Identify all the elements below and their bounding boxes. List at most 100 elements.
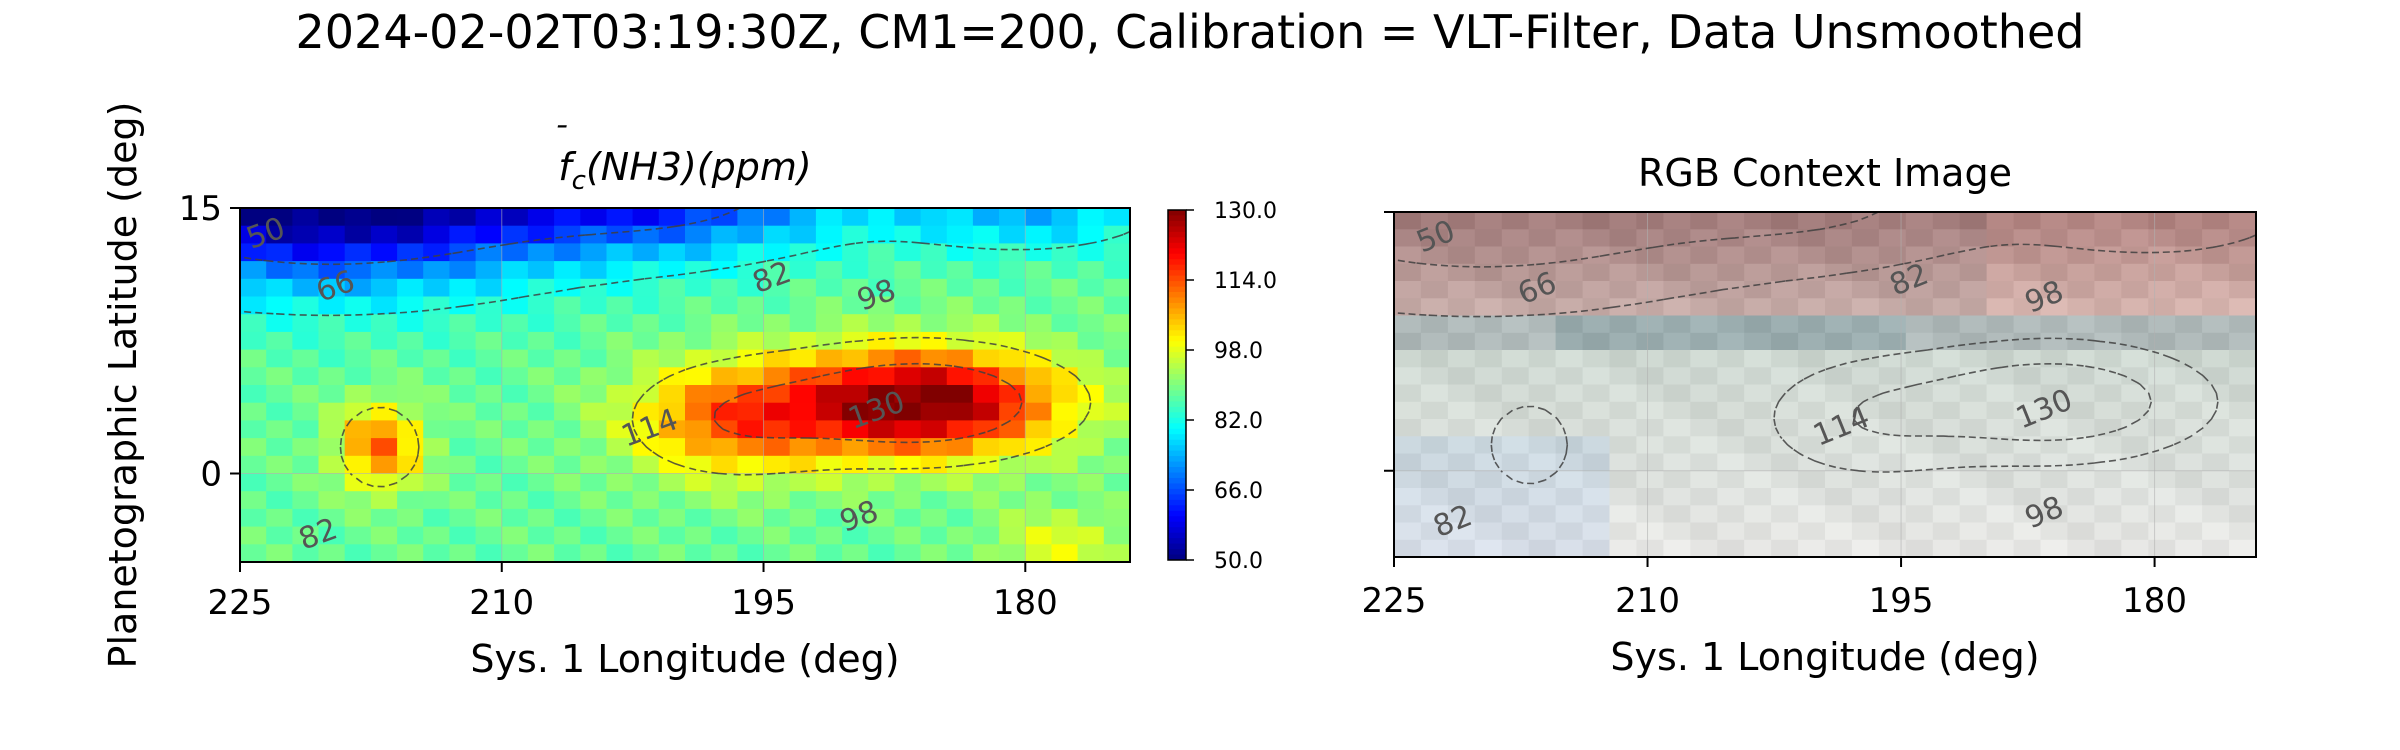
colorbar-swatch [1168,477,1186,484]
rgb-image-cell [1959,522,1988,541]
heatmap-cell [266,278,293,298]
rgb-image-cell [2067,212,2095,230]
heatmap-cell [1025,314,1053,333]
heatmap-cell [1103,278,1130,298]
heatmap-cell [318,420,346,439]
rgb-image-cell [1690,505,1718,524]
heatmap-cell [711,385,738,404]
rgb-image-cell [2121,419,2149,437]
rgb-image-cell [1420,522,1449,541]
rgb-image-cell [1609,488,1637,506]
rgb-image-cell [1959,367,1988,386]
heatmap-cell [658,261,686,280]
rgb-image-cell [1474,350,1503,368]
rgb-image-cell [1825,263,1853,282]
rgb-image-cell [1636,436,1664,455]
rgb-image-cell [2121,488,2149,506]
rgb-image-cell [1609,367,1637,386]
rgb-image-cell [1636,453,1664,472]
heatmap-cell [946,455,974,475]
heatmap-cell [999,349,1026,368]
heatmap-cell [344,544,372,562]
heatmap-cell [789,296,817,315]
rgb-image-cell [1501,522,1530,541]
heatmap-cell [711,296,738,315]
rgb-image-cell [2067,401,2095,420]
rgb-image-cell [1717,470,1745,489]
rgb-image-cell [1555,384,1584,403]
rgb-image-cell [1717,453,1745,472]
rgb-image-cell [2175,453,2203,472]
rgb-image-cell [1555,263,1584,282]
heatmap-cell [1051,208,1079,227]
rgb-image-cell [2148,436,2176,455]
rgb-image-cell [1717,384,1745,403]
rgb-image-cell [1771,350,1799,368]
heatmap-y-axis-label: Planetographic Latitude (deg) [101,102,145,669]
colorbar-swatch [1168,275,1186,282]
rgb-image-cell [1959,332,1988,351]
heatmap-cell [842,526,869,545]
rgb-image-cell [1394,350,1422,368]
heatmap-cell [1103,385,1130,404]
rgb-image-cell [2148,263,2176,282]
heatmap-cell [763,473,791,492]
colorbar-swatch [1168,412,1186,419]
rgb-image-cell [2175,505,2203,524]
heatmap-cell [318,544,346,562]
rgb-image-cell [2148,453,2176,472]
rgb-image-cell [1528,350,1557,368]
contour-line [1394,234,2256,318]
heatmap-cell [475,296,503,315]
rgb-image-cell [2148,298,2176,317]
rgb-image-cell [1878,281,1907,299]
heatmap-cell [685,349,712,368]
heatmap-cell [711,225,738,244]
heatmap-x-tick-label: 180 [993,583,1058,623]
heatmap-cell [737,367,765,386]
heatmap-cell [266,402,293,421]
heatmap-cell [815,314,843,333]
heatmap-cell [397,243,424,262]
heatmap-cell [554,455,581,475]
colorbar-swatch [1168,521,1186,528]
rgb-image-cell [1690,453,1718,472]
colorbar-tick-label: 50.0 [1214,549,1263,574]
rgb-image-cell [2121,384,2149,403]
rgb-image-cell [2229,229,2256,248]
rgb-image-cell [2040,367,2068,386]
heatmap-cell [815,331,843,351]
heatmap-cell [1051,278,1079,298]
rgb-image-cell [1744,281,1772,299]
heatmap-cell [920,349,948,368]
heatmap-cell [972,296,1000,315]
rgb-image-cell [1394,315,1422,334]
heatmap-cell [763,225,791,244]
heatmap-cell [318,261,346,280]
rgb-image-cell [2040,229,2068,248]
heatmap-cell [711,473,738,492]
rgb-image-cell [1582,384,1611,403]
heatmap-cell [842,243,869,262]
rgb-image-cell [1447,332,1476,351]
heatmap-cell [685,526,712,545]
heatmap-cell [711,208,738,227]
rgb-image-cell [2094,246,2122,265]
rgb-image-cell [1501,419,1530,437]
rgb-image-cell [1582,436,1611,455]
rgb-image-cell [2121,315,2149,334]
heatmap-cell [475,526,503,545]
heatmap-cell [527,420,555,439]
rgb-image-cell [1905,419,1934,437]
rgb-image-cell [1394,453,1422,472]
heatmap-cell [711,331,738,351]
rgb-image-cell [2067,298,2095,317]
colorbar-swatch [1168,226,1186,233]
rgb-image-cell [1528,263,1557,282]
heatmap-cell [1077,261,1105,280]
rgb-image-cell [2067,488,2095,506]
heatmap-cell [554,420,581,439]
rgb-image-cell [1609,505,1637,524]
rgb-image-cell [2121,453,2149,472]
heatmap-cell [972,473,1000,492]
